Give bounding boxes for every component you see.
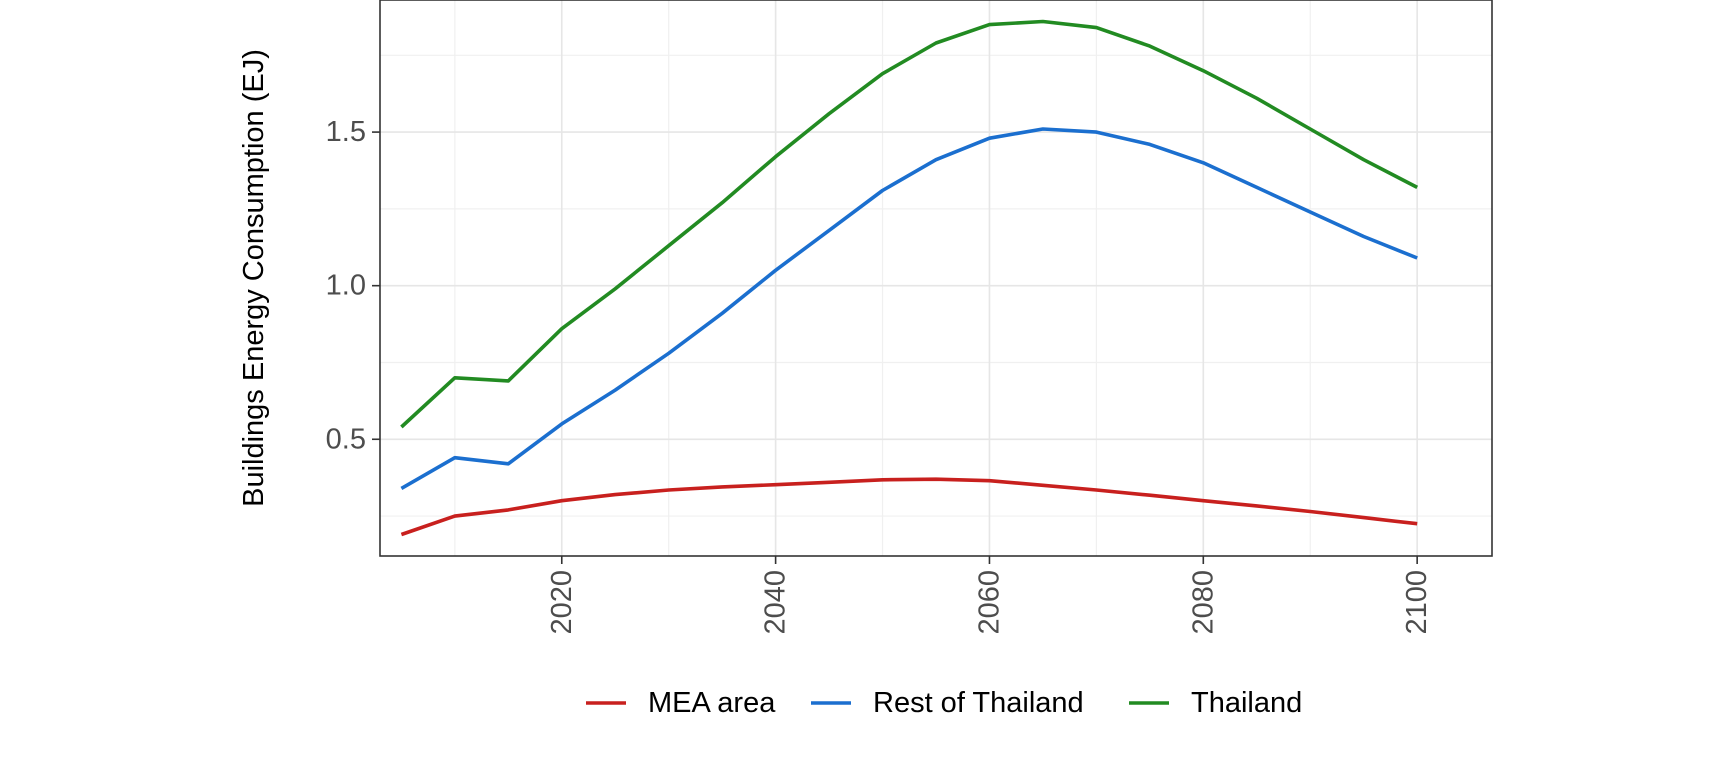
plot-panel-border bbox=[379, 0, 1493, 557]
plot-panel-background bbox=[380, 0, 1492, 556]
x-tick-label: 2100 bbox=[1401, 570, 1433, 635]
x-axis: 2020 2040 2060 2080 2100 bbox=[546, 556, 1433, 635]
y-tick-label: 1.0 bbox=[326, 270, 366, 302]
legend-label: MEA area bbox=[648, 687, 776, 719]
x-tick-label: 2080 bbox=[1187, 570, 1219, 635]
legend-label: Rest of Thailand bbox=[873, 687, 1084, 719]
series-line-rest-of-thailand bbox=[400, 127, 1418, 490]
x-tick-label: 2060 bbox=[974, 570, 1006, 635]
x-tick-label: 2040 bbox=[760, 570, 792, 635]
major-gridlines bbox=[380, 0, 1492, 556]
legend-label: Thailand bbox=[1191, 687, 1302, 719]
x-tick-label: 2020 bbox=[546, 570, 578, 635]
y-axis-title: Buildings Energy Consumption (EJ) bbox=[238, 49, 270, 507]
y-tick-label: 1.5 bbox=[326, 116, 366, 148]
y-axis: 0.5 1.0 1.5 bbox=[326, 116, 380, 455]
legend-item-thailand: Thailand bbox=[1129, 687, 1302, 719]
legend: MEA area Rest of Thailand Thailand bbox=[586, 687, 1302, 719]
series-line-thailand bbox=[400, 19, 1419, 429]
legend-item-mea-area: MEA area bbox=[586, 687, 776, 719]
y-tick-label: 0.5 bbox=[326, 423, 366, 455]
series-lines bbox=[400, 19, 1419, 537]
series-line-mea-area bbox=[400, 477, 1418, 537]
minor-gridlines bbox=[380, 0, 1492, 556]
legend-item-rest-of-thailand: Rest of Thailand bbox=[811, 687, 1084, 719]
